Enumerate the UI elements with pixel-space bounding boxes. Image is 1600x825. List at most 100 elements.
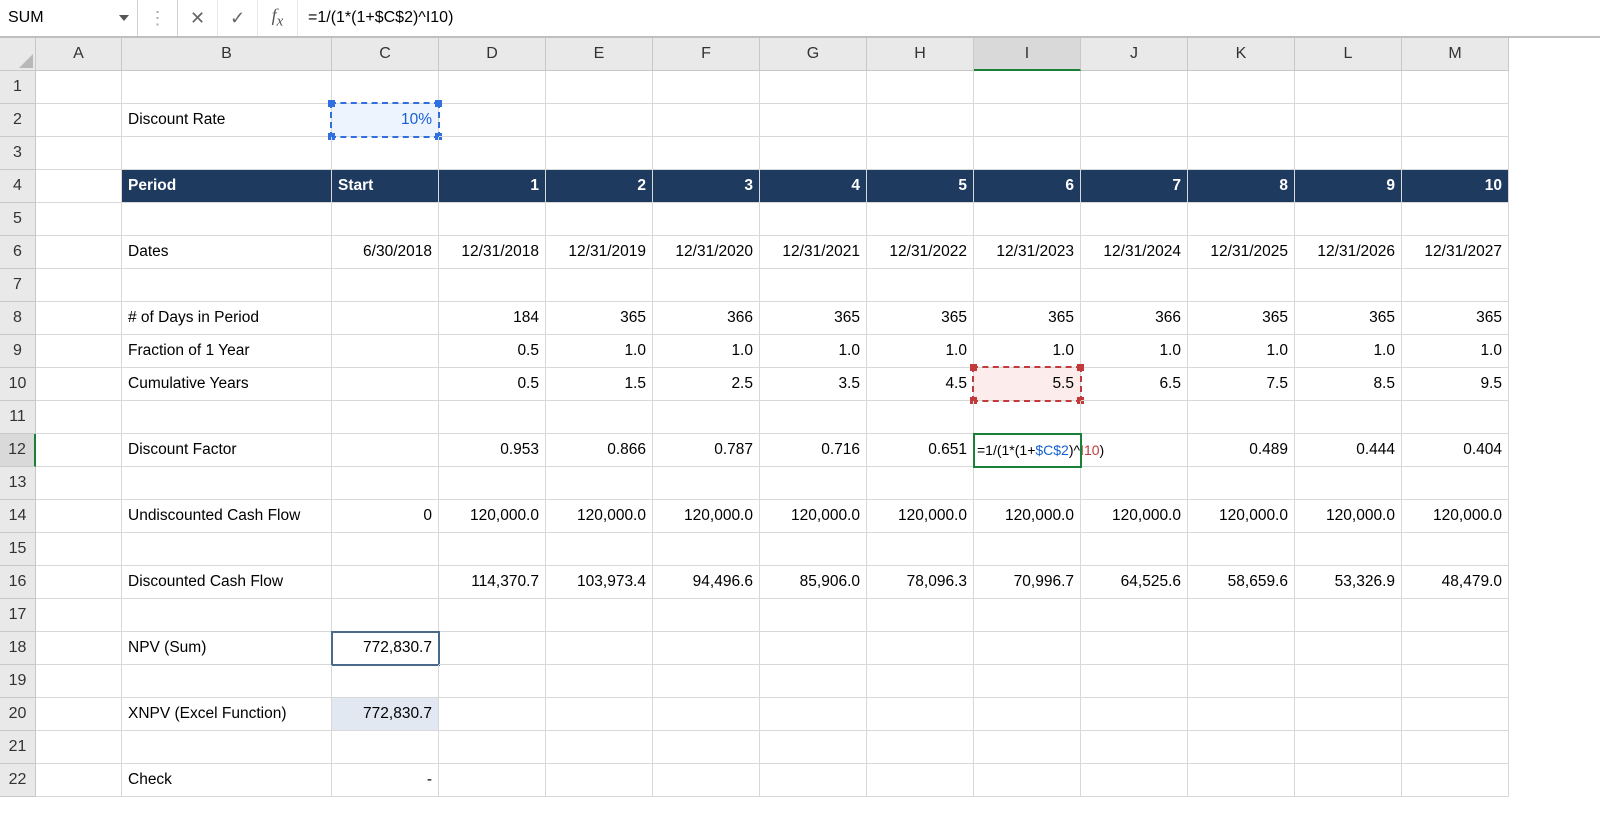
cell-L22[interactable] <box>1295 764 1402 797</box>
cell-L14[interactable]: 120,000.0 <box>1295 500 1402 533</box>
cell-J14[interactable]: 120,000.0 <box>1081 500 1188 533</box>
cell-E6[interactable]: 12/31/2019 <box>546 236 653 269</box>
cell-B1[interactable] <box>122 71 332 104</box>
col-header-M[interactable]: M <box>1402 38 1509 71</box>
cell-H6[interactable]: 12/31/2022 <box>867 236 974 269</box>
cell-L4[interactable]: 9 <box>1295 170 1402 203</box>
cell-H4[interactable]: 5 <box>867 170 974 203</box>
col-header-F[interactable]: F <box>653 38 760 71</box>
cell-E20[interactable] <box>546 698 653 731</box>
cell-I11[interactable] <box>974 401 1081 434</box>
cell-K19[interactable] <box>1188 665 1295 698</box>
cell-G19[interactable] <box>760 665 867 698</box>
cell-B8[interactable]: # of Days in Period <box>122 302 332 335</box>
chevron-down-icon[interactable] <box>119 15 129 21</box>
col-header-G[interactable]: G <box>760 38 867 71</box>
cell-G15[interactable] <box>760 533 867 566</box>
cell-D10[interactable]: 0.5 <box>439 368 546 401</box>
cell-D22[interactable] <box>439 764 546 797</box>
cell-G8[interactable]: 365 <box>760 302 867 335</box>
cell-E15[interactable] <box>546 533 653 566</box>
cell-K6[interactable]: 12/31/2025 <box>1188 236 1295 269</box>
cell-H16[interactable]: 78,096.3 <box>867 566 974 599</box>
cell-F22[interactable] <box>653 764 760 797</box>
cell-I3[interactable] <box>974 137 1081 170</box>
cell-J20[interactable] <box>1081 698 1188 731</box>
cell-G22[interactable] <box>760 764 867 797</box>
cell-J13[interactable] <box>1081 467 1188 500</box>
cell-E3[interactable] <box>546 137 653 170</box>
row-header-21[interactable]: 21 <box>0 731 36 764</box>
cell-D14[interactable]: 120,000.0 <box>439 500 546 533</box>
cell-G14[interactable]: 120,000.0 <box>760 500 867 533</box>
cell-F6[interactable]: 12/31/2020 <box>653 236 760 269</box>
cell-E11[interactable] <box>546 401 653 434</box>
cell-A1[interactable] <box>36 71 122 104</box>
cell-E1[interactable] <box>546 71 653 104</box>
cell-A3[interactable] <box>36 137 122 170</box>
cell-A12[interactable] <box>36 434 122 467</box>
cell-C14[interactable]: 0 <box>332 500 439 533</box>
confirm-icon[interactable]: ✓ <box>218 0 258 36</box>
cell-L9[interactable]: 1.0 <box>1295 335 1402 368</box>
cell-I22[interactable] <box>974 764 1081 797</box>
cell-G1[interactable] <box>760 71 867 104</box>
cell-M19[interactable] <box>1402 665 1509 698</box>
cell-K9[interactable]: 1.0 <box>1188 335 1295 368</box>
cell-L6[interactable]: 12/31/2026 <box>1295 236 1402 269</box>
cell-I2[interactable] <box>974 104 1081 137</box>
cell-G16[interactable]: 85,906.0 <box>760 566 867 599</box>
cell-B7[interactable] <box>122 269 332 302</box>
cell-C13[interactable] <box>332 467 439 500</box>
cell-B4[interactable]: Period <box>122 170 332 203</box>
cell-E9[interactable]: 1.0 <box>546 335 653 368</box>
cell-B12[interactable]: Discount Factor <box>122 434 332 467</box>
cell-B16[interactable]: Discounted Cash Flow <box>122 566 332 599</box>
cell-A13[interactable] <box>36 467 122 500</box>
cell-E5[interactable] <box>546 203 653 236</box>
row-header-9[interactable]: 9 <box>0 335 36 368</box>
cell-L15[interactable] <box>1295 533 1402 566</box>
cell-H19[interactable] <box>867 665 974 698</box>
cell-F13[interactable] <box>653 467 760 500</box>
cell-D18[interactable] <box>439 632 546 665</box>
cell-A16[interactable] <box>36 566 122 599</box>
cell-L7[interactable] <box>1295 269 1402 302</box>
cell-I15[interactable] <box>974 533 1081 566</box>
cell-I20[interactable] <box>974 698 1081 731</box>
cell-M1[interactable] <box>1402 71 1509 104</box>
cell-L10[interactable]: 8.5 <box>1295 368 1402 401</box>
cell-K2[interactable] <box>1188 104 1295 137</box>
cell-A11[interactable] <box>36 401 122 434</box>
cell-G9[interactable]: 1.0 <box>760 335 867 368</box>
cell-A5[interactable] <box>36 203 122 236</box>
cell-E21[interactable] <box>546 731 653 764</box>
cell-A7[interactable] <box>36 269 122 302</box>
cell-H13[interactable] <box>867 467 974 500</box>
cell-D4[interactable]: 1 <box>439 170 546 203</box>
cell-B2[interactable]: Discount Rate <box>122 104 332 137</box>
cell-C22[interactable]: - <box>332 764 439 797</box>
cell-D3[interactable] <box>439 137 546 170</box>
cell-D2[interactable] <box>439 104 546 137</box>
col-header-K[interactable]: K <box>1188 38 1295 71</box>
cell-L13[interactable] <box>1295 467 1402 500</box>
cell-E2[interactable] <box>546 104 653 137</box>
cell-G11[interactable] <box>760 401 867 434</box>
cell-K20[interactable] <box>1188 698 1295 731</box>
cell-K13[interactable] <box>1188 467 1295 500</box>
cell-J21[interactable] <box>1081 731 1188 764</box>
cell-K14[interactable]: 120,000.0 <box>1188 500 1295 533</box>
cell-B10[interactable]: Cumulative Years <box>122 368 332 401</box>
cell-E16[interactable]: 103,973.4 <box>546 566 653 599</box>
cell-M12[interactable]: 0.404 <box>1402 434 1509 467</box>
row-header-7[interactable]: 7 <box>0 269 36 302</box>
cell-F17[interactable] <box>653 599 760 632</box>
cell-D20[interactable] <box>439 698 546 731</box>
cell-B3[interactable] <box>122 137 332 170</box>
cell-B19[interactable] <box>122 665 332 698</box>
cell-F1[interactable] <box>653 71 760 104</box>
cell-A21[interactable] <box>36 731 122 764</box>
cell-F16[interactable]: 94,496.6 <box>653 566 760 599</box>
col-header-B[interactable]: B <box>122 38 332 71</box>
